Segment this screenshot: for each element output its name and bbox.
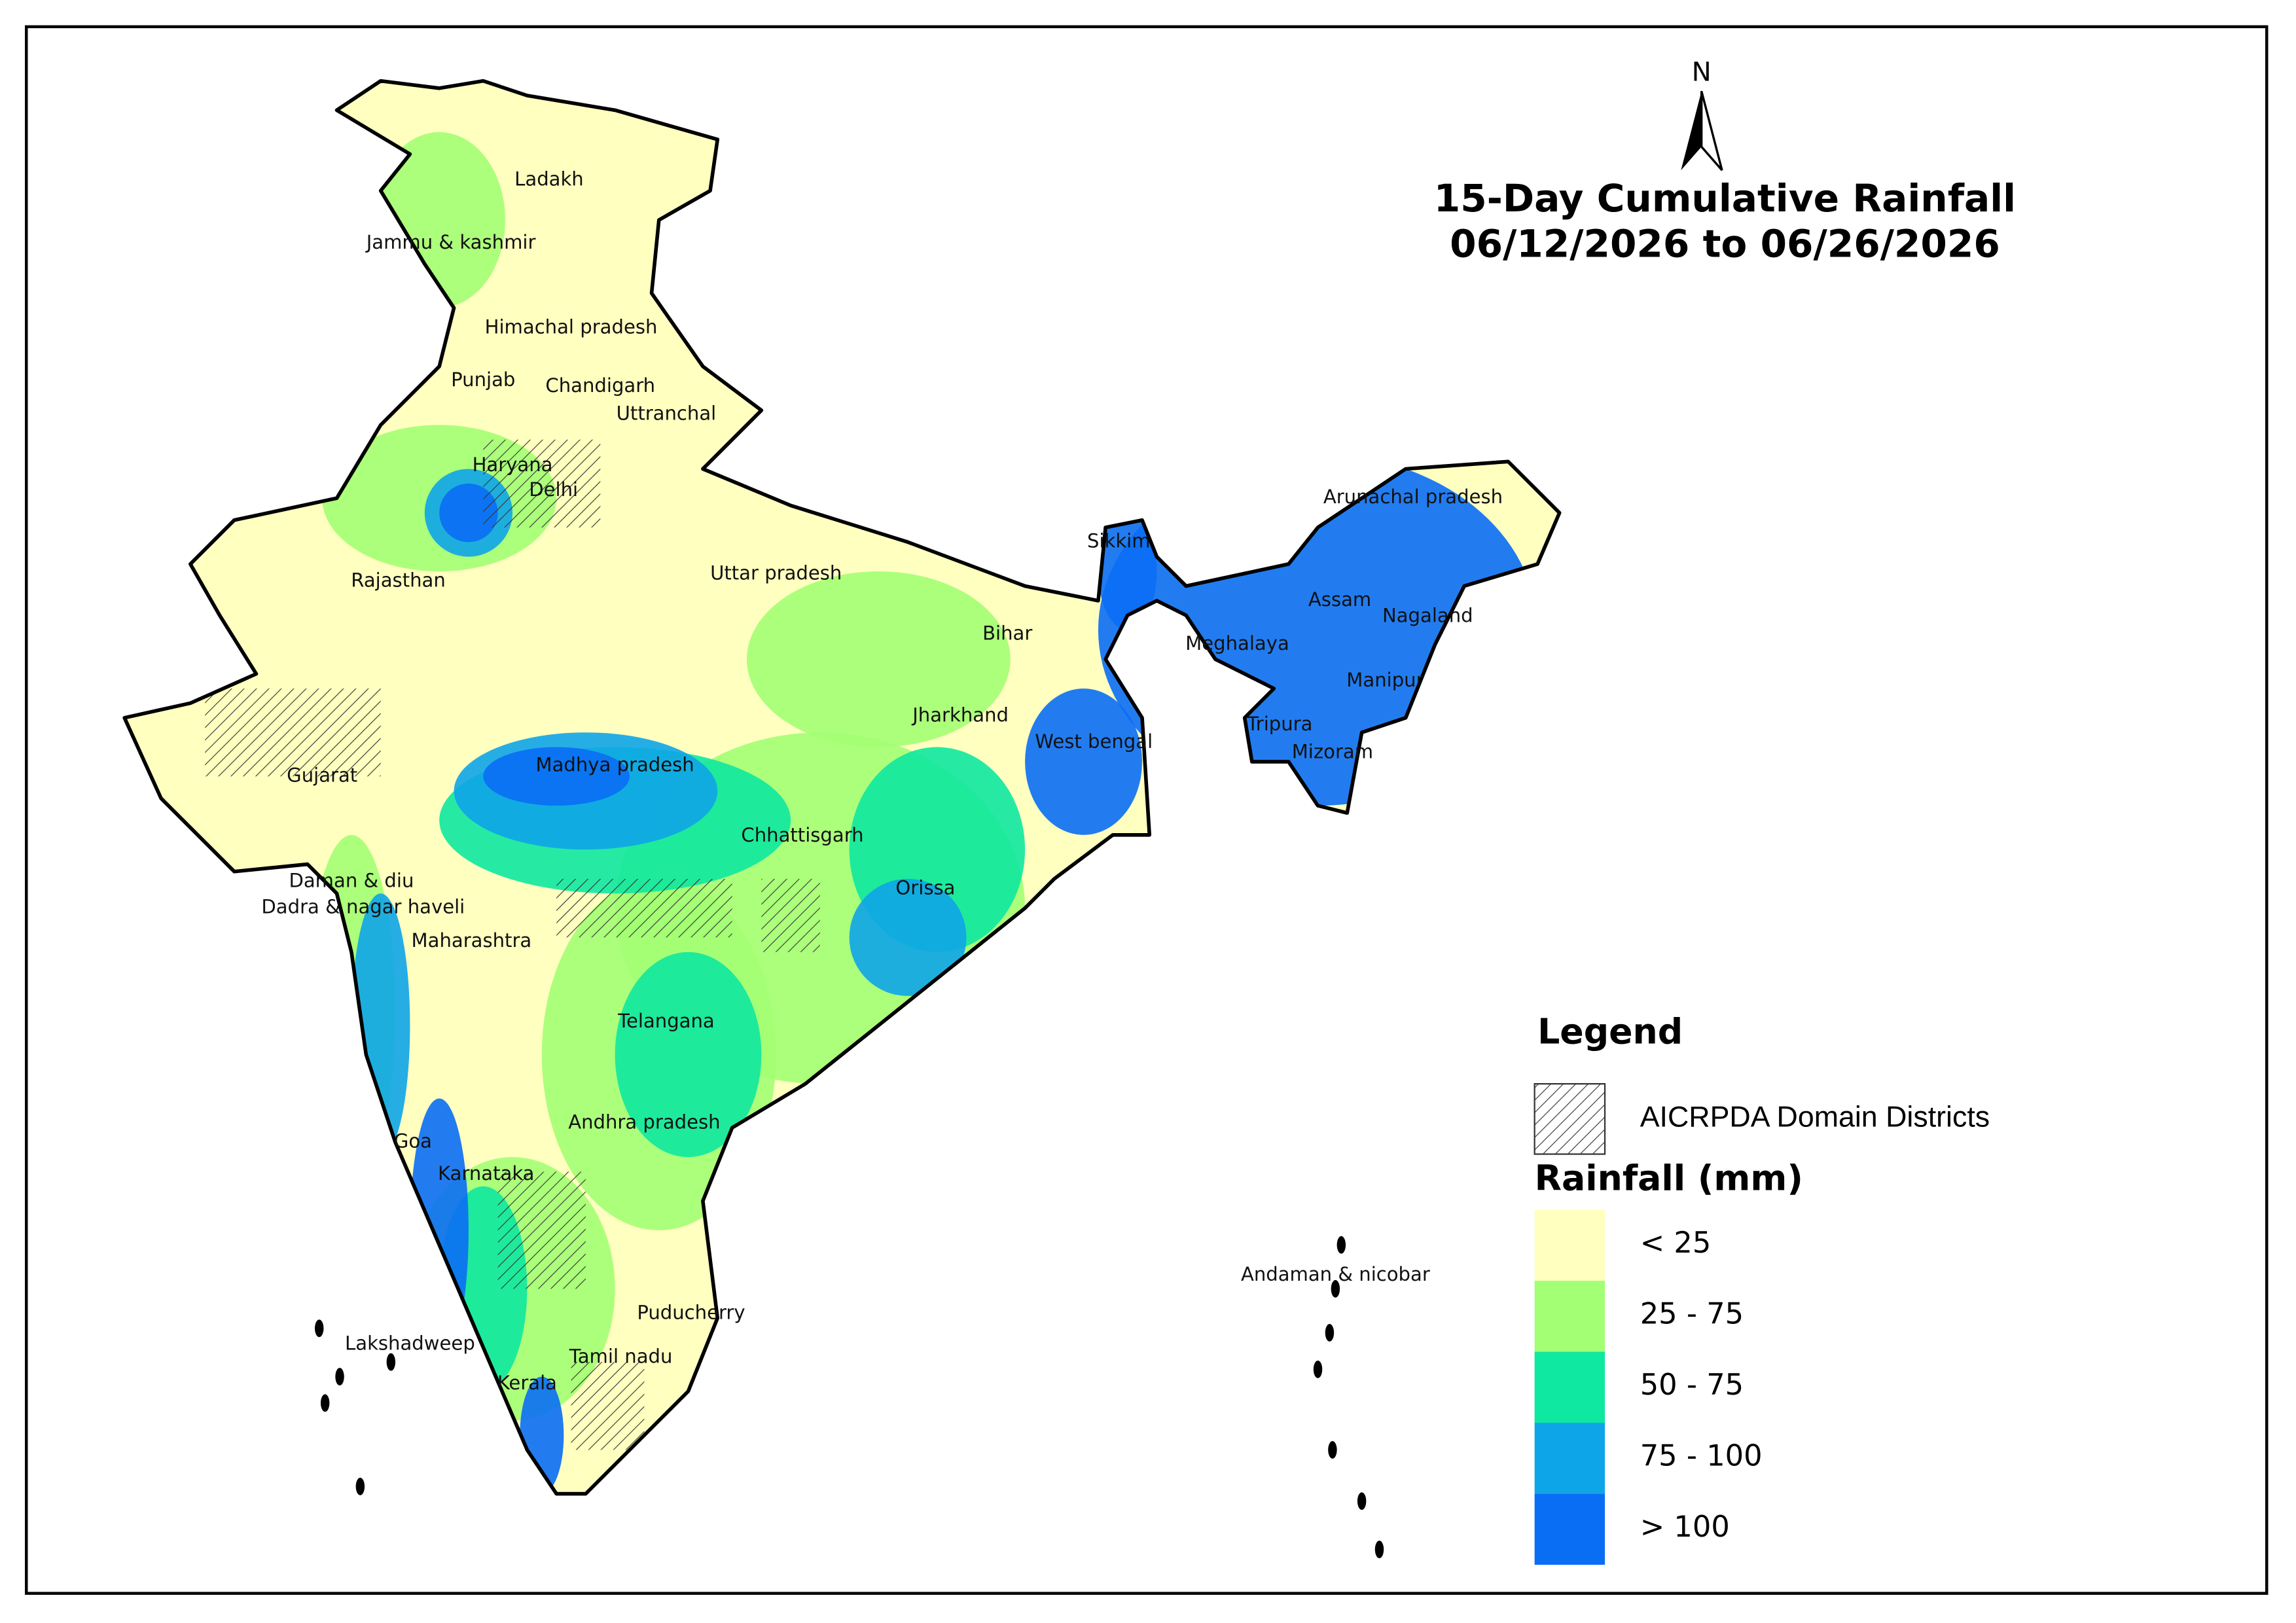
region-label: Rajasthan xyxy=(351,569,446,592)
region-label: Punjab xyxy=(451,368,515,391)
island xyxy=(1357,1492,1367,1510)
region-label: Nagaland xyxy=(1382,604,1473,626)
hatch-area xyxy=(483,439,601,527)
legend-label: 75 - 100 xyxy=(1640,1438,1763,1473)
region-label: Manipur xyxy=(1346,669,1424,691)
island xyxy=(386,1353,396,1371)
region-label: Ladakh xyxy=(514,168,584,190)
legend-swatch xyxy=(1534,1423,1605,1494)
rain-area xyxy=(1098,512,1157,630)
region-label: Gujarat xyxy=(287,764,357,786)
region-label: Puducherry xyxy=(637,1301,745,1323)
hatch-area xyxy=(497,1171,586,1289)
rain-area xyxy=(520,1376,564,1494)
legend: Legend AICRPDA Domain Districts Rainfall… xyxy=(1534,1011,1990,1565)
region-label: Jharkhand xyxy=(911,704,1009,726)
region-label: Mizoram xyxy=(1292,741,1373,763)
region-label: Andhra pradesh xyxy=(568,1111,720,1133)
legend-swatch xyxy=(1534,1493,1605,1565)
region-label: Lakshadweep xyxy=(345,1332,475,1354)
rain-area xyxy=(373,132,505,308)
island xyxy=(335,1368,344,1385)
map-subtitle: 06/12/2026 to 06/26/2026 xyxy=(1450,222,2000,266)
india-map xyxy=(122,79,1562,1558)
region-label: Uttranchal xyxy=(617,402,717,425)
region-label: Karnataka xyxy=(438,1162,534,1185)
region-label: Orissa xyxy=(895,877,955,899)
legend-swatch xyxy=(1534,1281,1605,1352)
rain-area xyxy=(615,952,762,1157)
india-outline xyxy=(122,79,1562,1496)
legend-label: < 25 xyxy=(1640,1225,1712,1260)
island xyxy=(355,1477,365,1495)
legend-label: 50 - 75 xyxy=(1640,1367,1744,1402)
map-title: 15-Day Cumulative Rainfall xyxy=(1434,176,2016,221)
rain-area xyxy=(849,878,967,996)
region-label: Madhya pradesh xyxy=(536,754,694,776)
region-label: Haryana xyxy=(473,454,553,476)
hatch-label: AICRPDA Domain Districts xyxy=(1640,1101,1990,1133)
region-label: Himachal pradesh xyxy=(485,316,658,338)
region-label: Telangana xyxy=(617,1010,715,1032)
hatch-area xyxy=(761,878,820,952)
hatch-area xyxy=(571,1362,645,1450)
frame xyxy=(25,25,2269,1595)
island xyxy=(1325,1324,1335,1342)
region-label: Delhi xyxy=(529,478,578,501)
region-label: Daman & diu xyxy=(289,869,414,891)
legend-label: 25 - 75 xyxy=(1640,1296,1744,1331)
island xyxy=(1374,1541,1384,1558)
region-label: Assam xyxy=(1308,588,1371,611)
region-label: Chandigarh xyxy=(545,374,655,397)
region-label: Bihar xyxy=(982,622,1032,644)
region-label: Dadra & nagar haveli xyxy=(261,896,465,918)
island xyxy=(315,1319,324,1338)
north-arrow: N xyxy=(1681,57,1723,171)
region-label: Tripura xyxy=(1246,713,1312,735)
legend-swatch xyxy=(1534,1209,1605,1281)
island xyxy=(1328,1441,1337,1459)
north-label: N xyxy=(1692,57,1712,87)
region-label: Uttar pradesh xyxy=(710,562,842,584)
legend-swatch xyxy=(1534,1351,1605,1423)
region-label: Kerala xyxy=(497,1372,557,1394)
region-label: Arunachal pradesh xyxy=(1323,486,1503,508)
region-label: Maharashtra xyxy=(412,929,532,952)
region-label: Chhattisgarh xyxy=(741,824,863,846)
legend-title: Legend xyxy=(1537,1011,1683,1052)
hatch-area xyxy=(556,878,732,938)
region-label: West bengal xyxy=(1035,730,1153,753)
rain-area xyxy=(483,747,630,806)
island xyxy=(320,1394,330,1412)
region-label: Sikkim xyxy=(1087,529,1151,552)
region-label: Meghalaya xyxy=(1185,632,1289,654)
region-label: Andaman & nicobar xyxy=(1241,1263,1430,1285)
rainfall-title: Rainfall (mm) xyxy=(1535,1157,1803,1198)
rain-area xyxy=(746,571,1011,747)
legend-label: > 100 xyxy=(1640,1509,1730,1544)
region-label: Jammu & kashmir xyxy=(365,231,536,253)
island xyxy=(1331,1279,1340,1298)
hatch-swatch xyxy=(1534,1083,1606,1155)
rain-area xyxy=(1025,688,1143,835)
island xyxy=(1336,1236,1346,1254)
hatch-area xyxy=(205,688,381,777)
region-label: Goa xyxy=(394,1130,432,1152)
island xyxy=(1313,1360,1323,1378)
region-label: Tamil nadu xyxy=(569,1345,673,1367)
